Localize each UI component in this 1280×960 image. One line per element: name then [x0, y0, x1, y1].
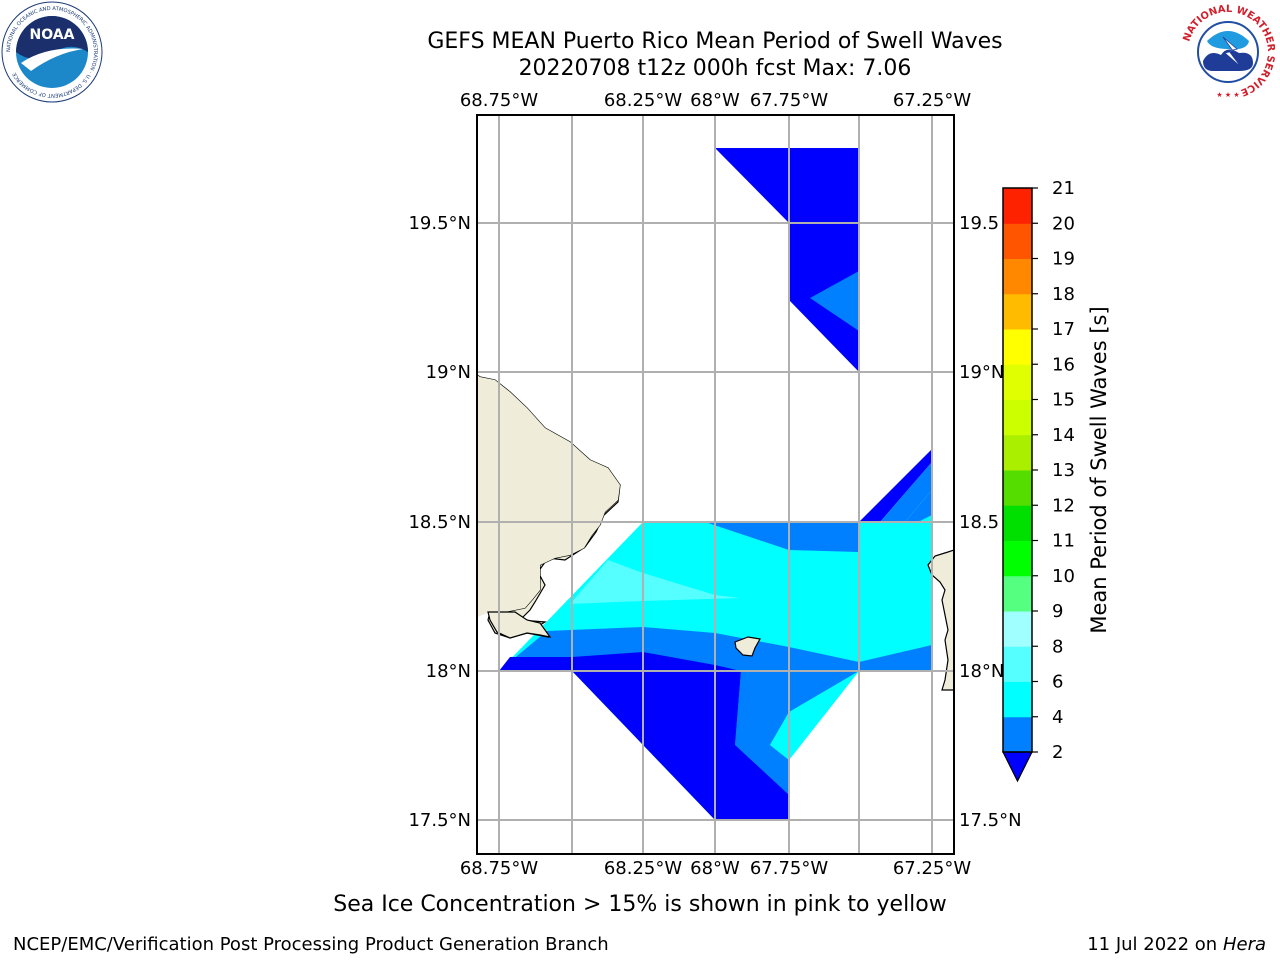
colorbar-tick-label: 13 — [1052, 460, 1075, 481]
contour-below-2-north — [715, 148, 859, 372]
lat-label-right-18: 18°N — [959, 661, 1004, 682]
chart-title: GEFS MEAN Puerto Rico Mean Period of Swe… — [427, 29, 1002, 54]
contour-2-4-east-upper — [859, 490, 932, 522]
noaa-logo-text: NOAA — [30, 27, 75, 43]
colorbar-tick-label: 20 — [1052, 213, 1075, 234]
noaa-logo: NATIONAL OCEANIC AND ATMOSPHERIC ADMINIS… — [1, 1, 103, 103]
sea-ice-note: Sea Ice Concentration > 15% is shown in … — [333, 892, 947, 917]
isla-mona — [734, 636, 761, 657]
colorbar-swatch — [1003, 540, 1032, 577]
lat-label-left-18.5: 18.5°N — [408, 512, 471, 533]
colorbar-swatch — [1003, 646, 1032, 682]
lat-label-left-17.5: 17.5°N — [408, 810, 471, 831]
colorbar-swatch — [1003, 329, 1032, 365]
colorbar-tick-label: 11 — [1052, 531, 1075, 552]
colorbar-tick-label: 18 — [1052, 284, 1075, 305]
footer-date: 11 Jul 2022 on — [1087, 934, 1223, 955]
svg-text:★ ★ ★: ★ ★ ★ — [1216, 91, 1239, 99]
colorbar-label: Mean Period of Swell Waves [s] — [1087, 306, 1111, 633]
contour-2-4-north — [810, 271, 859, 331]
lon-labels-top: 68.75°W 68.25°W 68°W 67.75°W 67.25°W — [460, 90, 972, 111]
lon-label-top-68.25: 68.25°W — [604, 90, 683, 111]
lat-label-right-19: 19°N — [959, 362, 1004, 383]
colorbar-swatch — [1003, 611, 1032, 647]
colorbar: 2 4 6 8 9 10 11 12 13 14 15 16 17 18 19 20 21 Mean Perio… — [1002, 178, 1111, 783]
isla-saona — [487, 611, 552, 639]
lon-label-bottom-67.25: 67.25°W — [893, 858, 972, 879]
colorbar-swatch — [1003, 293, 1032, 330]
colorbar-swatch — [1003, 258, 1032, 295]
map-content — [477, 115, 954, 854]
hispaniola-land-west — [477, 374, 620, 618]
nws-logo: NATIONAL WEATHER SERVICE ★ ★ ★ — [1177, 1, 1279, 103]
lat-labels-left: 19.5°N 19°N 18.5°N 18°N 17.5°N — [408, 213, 471, 831]
contour-4-6-notch — [770, 671, 859, 760]
colorbar-tick-label: 12 — [1052, 495, 1075, 516]
lat-label-left-19: 19°N — [426, 362, 471, 383]
colorbar-tick-label: 6 — [1052, 672, 1063, 693]
colorbar-tick-label: 4 — [1052, 707, 1063, 728]
footer-host: Hera — [1223, 934, 1266, 955]
contour-2-4-northeast — [880, 462, 932, 522]
colorbar-tick-label: 9 — [1052, 601, 1063, 622]
chart-subtitle: 20220708 t12z 000h fcst Max: 7.06 — [519, 56, 912, 81]
lon-label-bottom-68.75: 68.75°W — [460, 858, 539, 879]
colorbar-swatch — [1003, 223, 1032, 259]
footer-left: NCEP/EMC/Verification Post Processing Pr… — [13, 934, 609, 955]
colorbar-tick-label: 19 — [1052, 249, 1075, 270]
lat-label-right-18.5: 18.5 — [959, 512, 999, 533]
colorbar-swatch — [1003, 575, 1032, 612]
lon-label-top-68.75: 68.75°W — [460, 90, 539, 111]
puerto-rico-west-coast — [927, 549, 954, 691]
colorbar-tick-label: 17 — [1052, 319, 1075, 340]
colorbar-tick-label: 14 — [1052, 425, 1075, 446]
lon-label-top-67.75: 67.75°W — [750, 90, 829, 111]
lon-labels-bottom: 68.75°W 68.25°W 68°W 67.75°W 67.25°W — [460, 858, 972, 879]
lat-label-right-17.5: 17.5°N — [959, 810, 1022, 831]
lon-label-bottom-67.75: 67.75°W — [750, 858, 829, 879]
lat-label-left-19.5: 19.5°N — [408, 213, 471, 234]
lon-label-bottom-68.25: 68.25°W — [604, 858, 683, 879]
lat-label-right-19.5: 19.5 — [959, 213, 999, 234]
colorbar-tick-label: 16 — [1052, 354, 1075, 375]
colorbar-swatch — [1003, 188, 1032, 224]
colorbar-swatches — [1003, 188, 1032, 753]
map-frame — [476, 114, 955, 855]
colorbar-tick-label: 15 — [1052, 390, 1075, 411]
contour-2-4-upper — [705, 522, 859, 552]
contour-2-4-south-band — [499, 627, 932, 820]
colorbar-swatch — [1003, 681, 1032, 718]
colorbar-swatch — [1003, 716, 1032, 753]
map-panel — [476, 114, 955, 855]
colorbar-swatch — [1003, 505, 1032, 541]
colorbar-swatch — [1003, 364, 1032, 400]
colorbar-tick-label: 21 — [1052, 178, 1075, 199]
lat-labels-right: 19.5 19°N 18.5 18°N 17.5°N — [959, 213, 1022, 831]
colorbar-ticks: 2 4 6 8 9 10 11 12 13 14 15 16 17 18 19 20 21 — [1032, 178, 1075, 763]
colorbar-swatch — [1003, 434, 1032, 471]
gridlines — [477, 115, 954, 854]
footer-right: 11 Jul 2022 on Hera — [1087, 934, 1266, 955]
colorbar-extend-triangle — [1002, 751, 1033, 783]
contour-below-2-northeast — [859, 449, 932, 522]
lon-label-top-68: 68°W — [690, 90, 740, 111]
colorbar-tick-label: 2 — [1052, 742, 1063, 763]
lon-label-top-67.25: 67.25°W — [893, 90, 972, 111]
colorbar-swatch — [1003, 399, 1032, 436]
land-masses — [477, 374, 954, 691]
contour-6-8-wedge — [570, 560, 740, 604]
lon-label-bottom-68: 68°W — [690, 858, 740, 879]
lat-label-left-18: 18°N — [426, 661, 471, 682]
colorbar-tick-label: 10 — [1052, 566, 1075, 587]
colorbar-swatch — [1003, 470, 1032, 506]
colorbar-tick-label: 8 — [1052, 636, 1063, 657]
